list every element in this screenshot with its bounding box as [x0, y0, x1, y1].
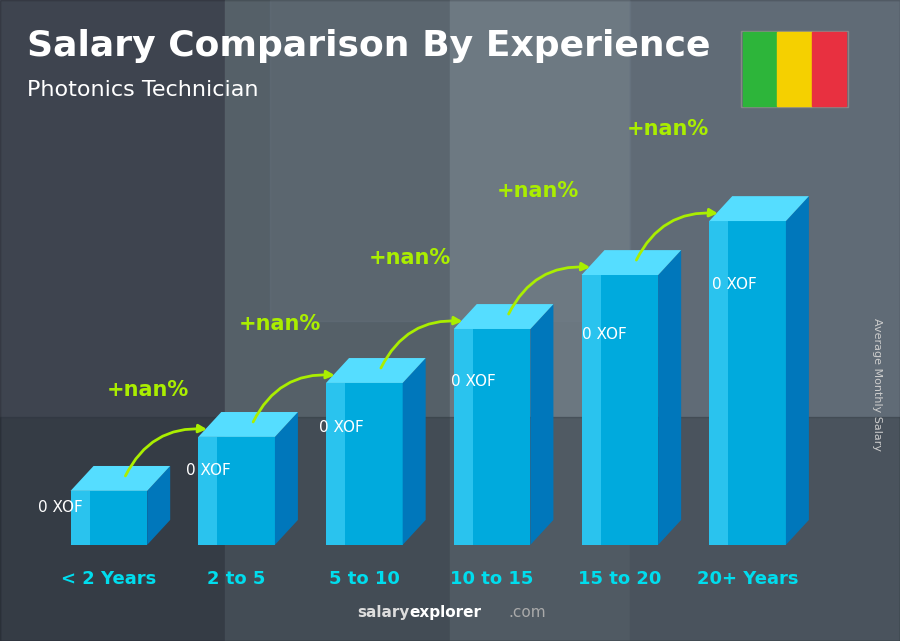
Text: 15 to 20: 15 to 20: [578, 570, 662, 588]
Polygon shape: [454, 329, 473, 545]
Polygon shape: [198, 437, 218, 545]
Polygon shape: [581, 275, 658, 545]
Polygon shape: [326, 383, 346, 545]
Bar: [270, 0, 630, 320]
Polygon shape: [581, 250, 681, 275]
Text: Photonics Technician: Photonics Technician: [27, 80, 258, 100]
Polygon shape: [454, 329, 530, 545]
Polygon shape: [326, 358, 426, 383]
Polygon shape: [198, 437, 274, 545]
Text: +nan%: +nan%: [238, 314, 320, 334]
Bar: [450, 0, 630, 641]
Text: 0 XOF: 0 XOF: [38, 500, 83, 515]
Text: +nan%: +nan%: [496, 181, 579, 201]
Polygon shape: [658, 250, 681, 545]
Text: 0 XOF: 0 XOF: [186, 463, 231, 478]
Text: 0 XOF: 0 XOF: [319, 420, 364, 435]
Polygon shape: [148, 466, 170, 545]
Polygon shape: [70, 491, 148, 545]
Text: 0 XOF: 0 XOF: [582, 328, 627, 342]
Bar: [741, 31, 848, 107]
Bar: [630, 0, 900, 641]
Polygon shape: [326, 383, 402, 545]
Bar: [742, 32, 777, 106]
Text: +nan%: +nan%: [107, 380, 189, 401]
Text: 20+ Years: 20+ Years: [697, 570, 798, 588]
Polygon shape: [70, 491, 90, 545]
Text: Salary Comparison By Experience: Salary Comparison By Experience: [27, 29, 710, 63]
Polygon shape: [709, 196, 809, 221]
Text: .com: .com: [508, 606, 546, 620]
Text: 5 to 10: 5 to 10: [328, 570, 400, 588]
Text: 0 XOF: 0 XOF: [451, 374, 495, 390]
Polygon shape: [70, 466, 170, 491]
Text: +nan%: +nan%: [369, 247, 451, 267]
Polygon shape: [786, 196, 809, 545]
Polygon shape: [581, 275, 600, 545]
Text: 0 XOF: 0 XOF: [713, 278, 757, 292]
Text: < 2 Years: < 2 Years: [61, 570, 157, 588]
Polygon shape: [709, 221, 728, 545]
Bar: [0, 0, 225, 641]
Polygon shape: [402, 358, 426, 545]
Text: +nan%: +nan%: [626, 119, 709, 139]
Polygon shape: [709, 221, 786, 545]
Polygon shape: [530, 304, 554, 545]
Bar: [225, 0, 450, 641]
Polygon shape: [454, 304, 554, 329]
Bar: [777, 32, 812, 106]
Text: explorer: explorer: [410, 606, 482, 620]
Text: salary: salary: [357, 606, 410, 620]
Text: 10 to 15: 10 to 15: [450, 570, 534, 588]
Bar: [0, 417, 900, 641]
Polygon shape: [198, 412, 298, 437]
Text: 2 to 5: 2 to 5: [207, 570, 266, 588]
Text: Average Monthly Salary: Average Monthly Salary: [872, 318, 883, 451]
Bar: [812, 32, 846, 106]
Polygon shape: [274, 412, 298, 545]
